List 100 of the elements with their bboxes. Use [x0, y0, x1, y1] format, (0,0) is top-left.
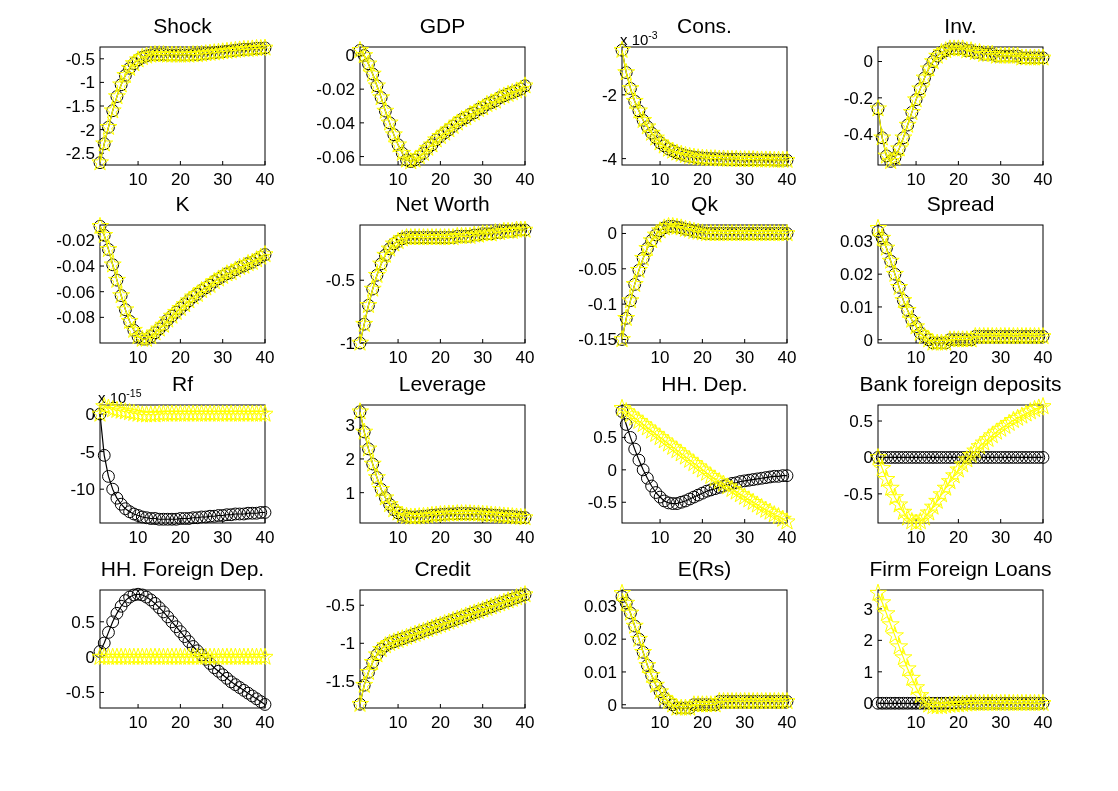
x-tick-label: 40 [515, 348, 535, 367]
y-tick-label: 0 [863, 330, 873, 350]
chart-title: Bank foreign deposits [859, 372, 1062, 395]
x-tick-label: 40 [255, 713, 275, 732]
y-tick-label: -2.5 [65, 144, 95, 164]
x-tick-label: 40 [777, 713, 797, 732]
x-tick-label: 10 [128, 528, 148, 547]
y-tick-label: -0.1 [587, 295, 617, 315]
chart-title: Spread [926, 192, 995, 215]
chart-title: Firm Foreign Loans [869, 557, 1052, 580]
x-tick-label: 10 [650, 348, 670, 367]
x-tick-label: 30 [473, 528, 493, 547]
y-tick-label: -0.02 [316, 80, 355, 100]
x-tick-label: 10 [906, 170, 926, 189]
x-tick-label: 20 [948, 170, 968, 189]
y-tick-label: -0.08 [56, 308, 95, 328]
chart-title: Shock [153, 14, 213, 37]
annotation: x 10$^{-15}$ [98, 387, 142, 406]
y-tick-label: 1 [345, 483, 355, 503]
x-tick-label: 20 [170, 348, 190, 367]
x-tick-label: 40 [515, 528, 535, 547]
x-tick-label: 40 [515, 170, 535, 189]
x-tick-label: 30 [735, 170, 755, 189]
x-tick-label: 30 [473, 170, 493, 189]
y-tick-label: 0.01 [583, 662, 617, 682]
y-tick-label: 0 [863, 448, 873, 468]
x-tick-label: 20 [948, 348, 968, 367]
y-tick-label: -1 [79, 73, 95, 93]
x-tick-label: 40 [255, 170, 275, 189]
x-tick-label: 20 [692, 528, 712, 547]
chart-title: HH. Dep. [661, 372, 748, 395]
y-tick-label: 0.5 [71, 612, 95, 632]
y-tick-label: -2 [79, 120, 95, 140]
chart-title: Rf [172, 372, 194, 395]
x-tick-label: 30 [473, 713, 493, 732]
x-tick-label: 40 [777, 170, 797, 189]
y-tick-label: -10 [70, 480, 95, 500]
y-tick-label: 0.03 [583, 597, 617, 617]
x-tick-label: 20 [692, 348, 712, 367]
y-tick-label: -0.5 [325, 596, 355, 616]
x-tick-label: 20 [170, 170, 190, 189]
x-tick-label: 30 [213, 348, 233, 367]
y-tick-label: -0.5 [587, 493, 617, 513]
x-tick-label: 30 [991, 713, 1011, 732]
x-tick-label: 40 [515, 713, 535, 732]
chart-title: Qk [691, 192, 719, 215]
x-tick-label: 30 [991, 528, 1011, 547]
y-tick-label: 2 [345, 449, 355, 469]
x-tick-label: 10 [650, 528, 670, 547]
chart-title: Leverage [398, 372, 487, 395]
x-tick-label: 30 [213, 713, 233, 732]
x-tick-label: 30 [735, 528, 755, 547]
chart-title: E(Rs) [677, 557, 732, 580]
x-tick-label: 30 [473, 348, 493, 367]
y-tick-label: -5 [79, 442, 95, 462]
x-tick-label: 10 [650, 170, 670, 189]
x-tick-label: 40 [255, 528, 275, 547]
y-tick-label: -0.05 [578, 259, 617, 279]
y-tick-label: 0 [607, 460, 617, 480]
y-tick-label: -0.5 [843, 484, 873, 504]
x-tick-label: 30 [213, 528, 233, 547]
x-tick-label: 20 [430, 528, 450, 547]
x-tick-label: 10 [906, 528, 926, 547]
x-tick-label: 10 [128, 713, 148, 732]
y-tick-label: 0 [607, 695, 617, 715]
y-tick-label: -1 [339, 333, 355, 353]
chart-title: Net Worth [395, 192, 490, 215]
chart-title: GDP [419, 14, 466, 37]
y-tick-label: -0.04 [316, 113, 355, 133]
y-tick-label: 0 [345, 46, 355, 66]
y-tick-label: 0.03 [839, 232, 873, 252]
x-tick-label: 20 [948, 713, 968, 732]
x-tick-label: 40 [1033, 528, 1053, 547]
y-tick-label: -0.2 [843, 88, 873, 108]
x-tick-label: 40 [1033, 170, 1053, 189]
y-tick-label: 0 [85, 404, 95, 424]
x-tick-label: 30 [991, 170, 1011, 189]
y-tick-label: 0.5 [593, 428, 617, 448]
x-tick-label: 10 [388, 170, 408, 189]
y-tick-label: 0.5 [849, 411, 873, 431]
y-tick-label: -1.5 [325, 672, 355, 692]
y-tick-label: 0 [607, 224, 617, 244]
y-tick-label: -0.04 [56, 256, 95, 276]
chart-title: K [175, 192, 190, 215]
x-tick-label: 20 [430, 713, 450, 732]
y-tick-label: -0.15 [578, 330, 617, 350]
y-tick-label: 1 [863, 662, 873, 682]
x-tick-label: 20 [692, 713, 712, 732]
x-tick-label: 10 [388, 713, 408, 732]
x-tick-label: 10 [650, 713, 670, 732]
x-tick-label: 30 [213, 170, 233, 189]
y-tick-label: -4 [601, 149, 617, 169]
chart-title: Inv. [944, 14, 977, 37]
x-tick-label: 40 [777, 348, 797, 367]
y-tick-label: 0 [85, 648, 95, 668]
y-tick-label: 0 [863, 694, 873, 714]
x-tick-label: 20 [692, 170, 712, 189]
chart-title: HH. Foreign Dep. [100, 557, 265, 580]
y-tick-label: -1 [339, 634, 355, 654]
x-tick-label: 10 [906, 348, 926, 367]
